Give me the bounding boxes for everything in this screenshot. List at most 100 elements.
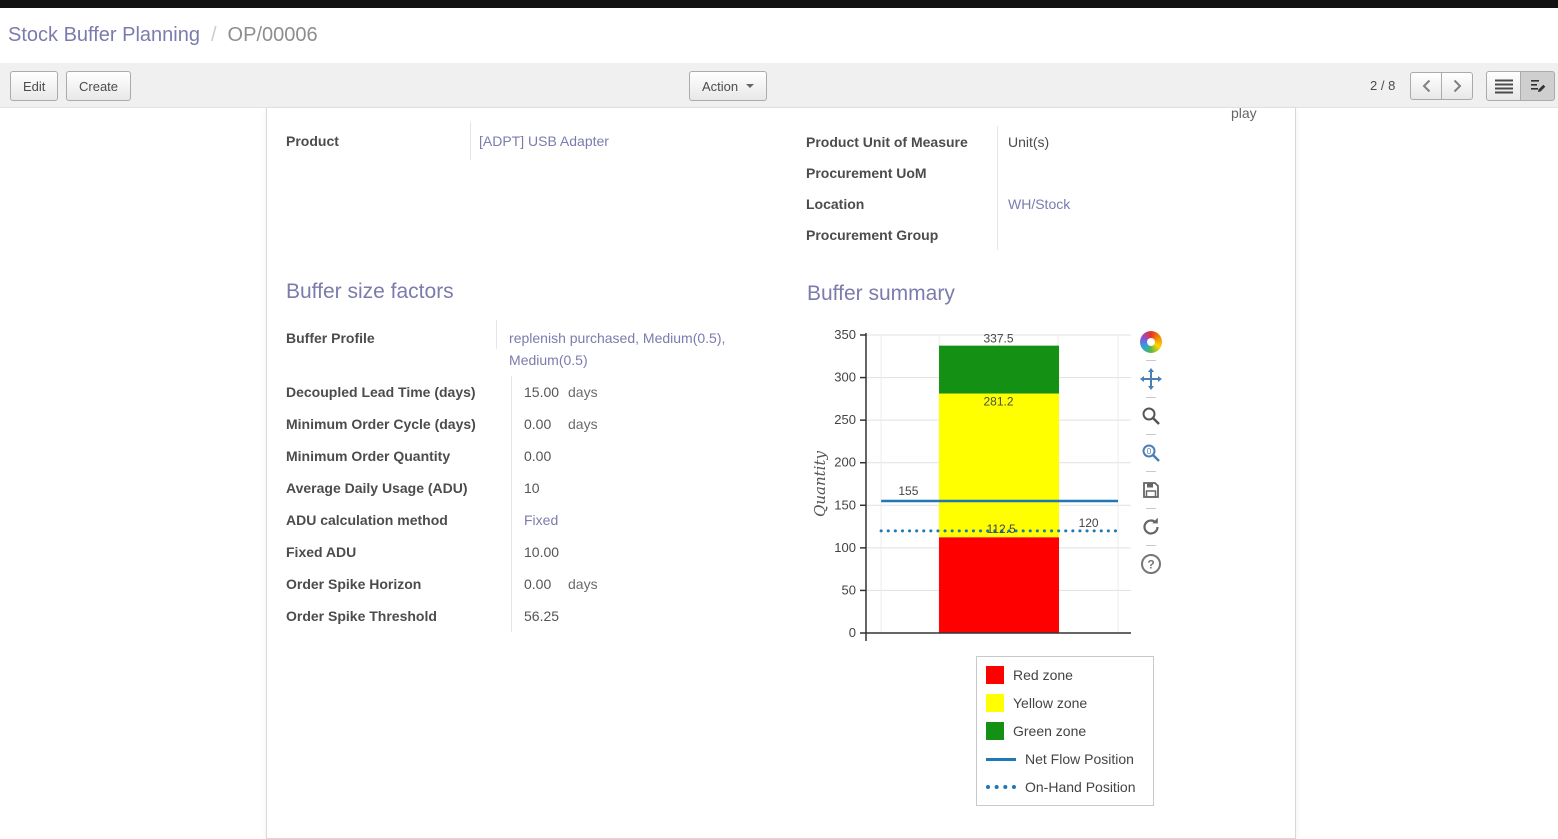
toolbar-divider xyxy=(1146,434,1156,435)
field-row-procurement-group: Procurement Group xyxy=(806,219,1278,250)
action-dropdown-button[interactable]: Action xyxy=(689,71,768,101)
field-row-dlt: Decoupled Lead Time (days) 15.00 days xyxy=(286,376,788,408)
min-order-cycle-label: Minimum Order Cycle (days) xyxy=(286,408,512,440)
legend-item-net-flow-position[interactable]: Net Flow Position xyxy=(977,745,1153,773)
fixed-adu-value: 10.00 xyxy=(524,544,560,560)
min-order-cycle-value: 0.00 xyxy=(524,416,552,432)
min-order-cycle-suffix: days xyxy=(568,416,598,432)
pan-icon[interactable] xyxy=(1139,367,1163,391)
save-icon[interactable] xyxy=(1139,478,1163,502)
buffer-profile-value-link[interactable]: replenish purchased, Medium(0.5), Medium… xyxy=(509,330,726,368)
adu-value: 10 xyxy=(524,480,540,496)
zoom-icon[interactable] xyxy=(1139,404,1163,428)
procurement-uom-label: Procurement UoM xyxy=(806,157,998,188)
edit-button[interactable]: Edit xyxy=(10,71,59,101)
spike-threshold-label: Order Spike Threshold xyxy=(286,600,512,632)
legend-item-green-zone[interactable]: Green zone xyxy=(977,717,1153,745)
chevron-left-icon xyxy=(1422,79,1430,93)
breadcrumb-current-record: OP/00006 xyxy=(227,24,318,46)
procurement-group-label: Procurement Group xyxy=(806,219,998,250)
breadcrumb-link-stock-buffer-planning[interactable]: Stock Buffer Planning xyxy=(8,24,200,46)
product-value-link[interactable]: [ADPT] USB Adapter xyxy=(479,133,609,149)
adu-label: Average Daily Usage (ADU) xyxy=(286,472,512,504)
toolbar-divider xyxy=(1146,471,1156,472)
location-label: Location xyxy=(806,188,998,219)
view-switcher xyxy=(1486,71,1555,101)
toolbar-divider xyxy=(1146,545,1156,546)
field-row-min-order-cycle: Minimum Order Cycle (days) 0.00 days xyxy=(286,408,788,440)
field-row-fixed-adu: Fixed ADU 10.00 xyxy=(286,536,788,568)
field-row-product: Product [ADPT] USB Adapter xyxy=(286,122,772,160)
field-row-adu: Average Daily Usage (ADU) 10 xyxy=(286,472,788,504)
field-row-buffer-profile: Buffer Profile replenish purchased, Medi… xyxy=(286,320,788,376)
on-hand-line-swatch xyxy=(986,785,1016,789)
svg-text:200: 200 xyxy=(834,455,856,470)
clipped-field-fragment: play xyxy=(1231,108,1257,121)
legend-item-yellow-zone[interactable]: Yellow zone xyxy=(977,689,1153,717)
help-icon[interactable]: ? xyxy=(1139,552,1163,576)
chevron-right-icon xyxy=(1453,79,1461,93)
field-row-adu-method: ADU calculation method Fixed xyxy=(286,504,788,536)
legend-item-red-zone[interactable]: Red zone xyxy=(977,661,1153,689)
toolbar-divider xyxy=(1146,397,1156,398)
buffer-profile-label: Buffer Profile xyxy=(286,320,498,349)
buffer-summary-title: Buffer summary xyxy=(807,282,955,305)
svg-text:0: 0 xyxy=(849,625,856,640)
product-label: Product xyxy=(286,122,471,160)
adu-method-label: ADU calculation method xyxy=(286,504,512,536)
breadcrumb-separator: / xyxy=(210,24,217,46)
control-bar: Edit Create Action 2 / 8 xyxy=(0,63,1558,108)
list-icon xyxy=(1494,79,1513,93)
red-zone-swatch xyxy=(986,666,1004,684)
field-row-spike-horizon: Order Spike Horizon 0.00 days xyxy=(286,568,788,600)
legend-item-on-hand-position[interactable]: On-Hand Position xyxy=(977,773,1153,801)
pager-next-button[interactable] xyxy=(1441,72,1473,100)
adu-method-value-link[interactable]: Fixed xyxy=(524,512,559,528)
svg-text:250: 250 xyxy=(834,412,856,427)
svg-text:155: 155 xyxy=(898,484,918,498)
spike-horizon-label: Order Spike Horizon xyxy=(286,568,512,600)
dlt-value: 15.00 xyxy=(524,384,560,400)
location-value-link[interactable]: WH/Stock xyxy=(1008,195,1071,212)
create-button[interactable]: Create xyxy=(66,71,132,101)
field-row-location: Location WH/Stock xyxy=(806,188,1278,219)
svg-text:150: 150 xyxy=(834,497,856,512)
zoom-reset-icon[interactable]: 0 xyxy=(1139,441,1163,465)
refresh-icon[interactable] xyxy=(1139,515,1163,539)
pager-previous-button[interactable] xyxy=(1410,72,1442,100)
form-view-button[interactable] xyxy=(1520,71,1555,101)
toolbar-divider xyxy=(1146,508,1156,509)
uom-field-group: Product Unit of Measure Unit(s) Procurem… xyxy=(806,126,1278,250)
buffer-chart-canvas: 0 50 100 150 200 250 300 350 Quantity 337.5 281.2 1… xyxy=(811,327,1131,641)
spike-threshold-value: 56.25 xyxy=(524,608,560,624)
legend-label-red-zone: Red zone xyxy=(1013,667,1073,683)
net-flow-line-swatch xyxy=(986,757,1016,761)
field-row-procurement-uom: Procurement UoM xyxy=(806,157,1278,188)
svg-text:281.2: 281.2 xyxy=(983,394,1013,408)
dlt-label: Decoupled Lead Time (days) xyxy=(286,376,512,408)
svg-text:50: 50 xyxy=(842,582,856,597)
fixed-adu-label: Fixed ADU xyxy=(286,536,512,568)
pager xyxy=(1410,72,1473,100)
field-row-product-uom: Product Unit of Measure Unit(s) xyxy=(806,126,1278,157)
legend-label-on-hand: On-Hand Position xyxy=(1025,779,1136,795)
breadcrumb: Stock Buffer Planning / OP/00006 xyxy=(0,8,1558,63)
list-view-button[interactable] xyxy=(1486,71,1521,101)
svg-text:Quantity: Quantity xyxy=(811,451,829,517)
green-zone-swatch xyxy=(986,722,1004,740)
procurement-group-value xyxy=(998,219,1008,250)
min-order-qty-label: Minimum Order Quantity xyxy=(286,440,512,472)
spike-horizon-suffix: days xyxy=(568,576,598,592)
top-menubar xyxy=(0,0,1558,8)
buffer-summary-chart: 0 50 100 150 200 250 300 350 Quantity 337.5 281.2 1… xyxy=(811,327,1171,663)
chart-settings-icon[interactable] xyxy=(1139,330,1163,354)
legend-label-green-zone: Green zone xyxy=(1013,723,1087,739)
svg-text:337.5: 337.5 xyxy=(983,331,1013,345)
buffer-size-factors-title: Buffer size factors xyxy=(286,280,454,303)
pager-count: 2 / 8 xyxy=(1370,78,1396,93)
yellow-zone-swatch xyxy=(986,694,1004,712)
svg-text:300: 300 xyxy=(834,370,856,385)
caret-down-icon xyxy=(746,84,755,88)
chart-legend: Red zone Yellow zone Green zone Net Flow… xyxy=(976,656,1154,806)
